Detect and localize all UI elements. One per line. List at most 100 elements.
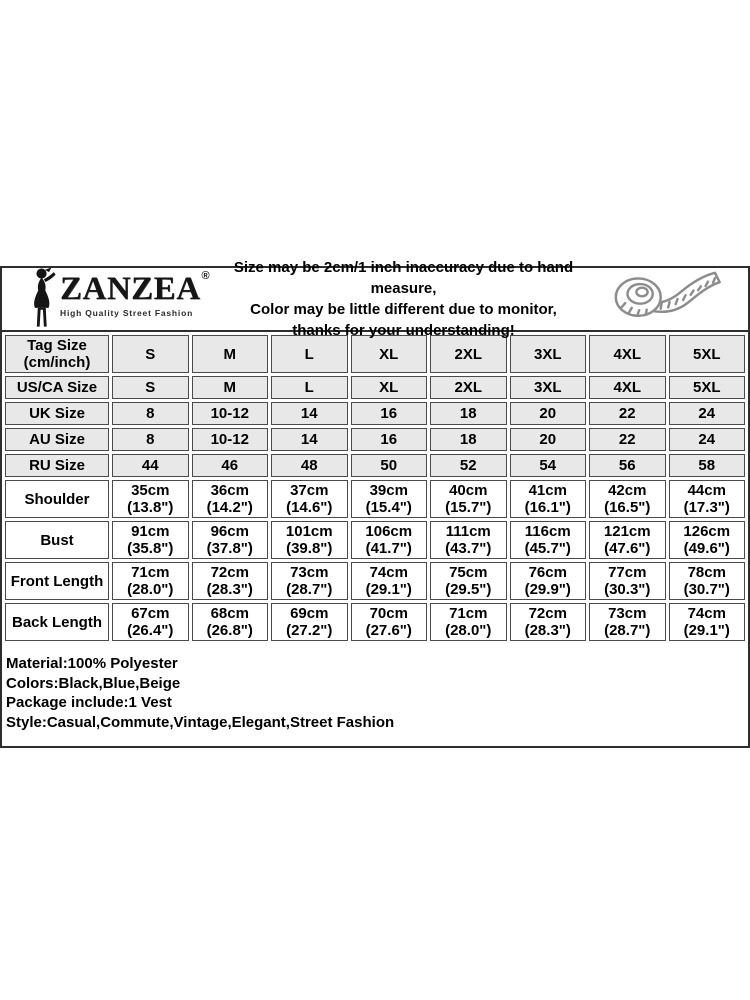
product-notes: Material:100% Polyester Colors:Black,Blu… <box>2 644 748 746</box>
note-material: Material:100% Polyester <box>6 655 178 672</box>
measure-cell: 70cm (27.6") <box>350 603 427 641</box>
measure-cell: 35cm (13.8") <box>112 480 189 518</box>
brand-wordmark: ZANZEA ® High Quality Street Fashion <box>60 270 210 318</box>
measure-cell: 68cm (26.8") <box>191 603 268 641</box>
row-label: US/CA Size <box>5 376 109 399</box>
size-cell: 3XL <box>509 376 586 399</box>
note-colors: Colors:Black,Blue,Beige <box>6 674 181 692</box>
size-cell: S <box>112 376 189 399</box>
size-cell: 18 <box>430 428 507 451</box>
size-cell: 48 <box>271 454 348 477</box>
table-row-front-length: Front Length 71cm (28.0") 72cm (28.3") 7… <box>5 562 745 600</box>
size-cell: 8 <box>112 402 189 425</box>
measure-cell: 74cm (29.1") <box>668 603 745 641</box>
row-label: Bust <box>5 521 109 559</box>
measure-cell: 74cm (29.1") <box>350 562 427 600</box>
row-label: AU Size <box>5 428 109 451</box>
size-cell: 52 <box>430 454 507 477</box>
row-label: Shoulder <box>5 480 109 518</box>
row-label: Front Length <box>5 562 109 600</box>
measure-cell: 39cm (15.4") <box>350 480 427 518</box>
size-cell: 46 <box>191 454 268 477</box>
table-row-tag-size: Tag Size (cm/inch) S M L XL 2XL 3XL 4XL … <box>5 335 745 373</box>
row-label: UK Size <box>5 402 109 425</box>
size-cell: 24 <box>668 428 745 451</box>
measure-cell: 71cm (28.0") <box>112 562 189 600</box>
size-cell: 10-12 <box>191 402 268 425</box>
size-cell: 14 <box>271 402 348 425</box>
size-cell: 16 <box>350 402 427 425</box>
tape-measure-icon <box>600 270 748 328</box>
size-cell: 5XL <box>668 376 745 399</box>
size-cell: S <box>112 335 189 373</box>
size-cell: 20 <box>509 428 586 451</box>
row-label: Back Length <box>5 603 109 641</box>
note-style: Style:Casual,Commute,Vintage,Elegant,Str… <box>6 713 395 731</box>
size-cell: XL <box>350 335 427 373</box>
measure-cell: 106cm (41.7") <box>350 521 427 559</box>
table-row-usca-size: US/CA Size S M L XL 2XL 3XL 4XL 5XL <box>5 376 745 399</box>
measure-cell: 101cm (39.8") <box>271 521 348 559</box>
size-table: Tag Size (cm/inch) S M L XL 2XL 3XL 4XL … <box>2 332 748 644</box>
table-row-au-size: AU Size 8 10-12 14 16 18 20 22 24 <box>5 428 745 451</box>
measure-cell: 96cm (37.8") <box>191 521 268 559</box>
size-cell: L <box>271 376 348 399</box>
measure-cell: 40cm (15.7") <box>430 480 507 518</box>
size-cell: M <box>191 376 268 399</box>
table-row-bust: Bust 91cm (35.8") 96cm (37.8") 101cm (39… <box>5 521 745 559</box>
measure-cell: 126cm (49.6") <box>668 521 745 559</box>
size-cell: 44 <box>112 454 189 477</box>
fashion-figure-icon <box>26 266 58 334</box>
measure-cell: 111cm (43.7") <box>430 521 507 559</box>
measure-cell: 76cm (29.9") <box>509 562 586 600</box>
measure-cell: 69cm (27.2") <box>271 603 348 641</box>
size-cell: 14 <box>271 428 348 451</box>
disclaimer-line: Size may be 2cm/1 inch inaccuracy due to… <box>233 259 574 297</box>
table-row-back-length: Back Length 67cm (26.4") 68cm (26.8") 69… <box>5 603 745 641</box>
measure-cell: 121cm (47.6") <box>589 521 666 559</box>
size-cell: 3XL <box>509 335 586 373</box>
measure-cell: 37cm (14.6") <box>271 480 348 518</box>
brand-tagline: High Quality Street Fashion <box>60 307 194 318</box>
measure-cell: 42cm (16.5") <box>589 480 666 518</box>
size-cell: 50 <box>350 454 427 477</box>
size-cell: 4XL <box>589 335 666 373</box>
brand-logo: ZANZEA ® High Quality Street Fashion <box>2 265 210 334</box>
size-cell: 16 <box>350 428 427 451</box>
measure-cell: 72cm (28.3") <box>191 562 268 600</box>
measure-disclaimer: Size may be 2cm/1 inch inaccuracy due to… <box>207 257 600 341</box>
size-cell: 24 <box>668 402 745 425</box>
size-cell: 4XL <box>589 376 666 399</box>
disclaimer-line: thanks for your understanding! <box>292 322 515 339</box>
size-cell: 56 <box>589 454 666 477</box>
size-cell: 18 <box>430 402 507 425</box>
size-cell: L <box>271 335 348 373</box>
size-cell: XL <box>350 376 427 399</box>
size-cell: 20 <box>509 402 586 425</box>
size-cell: 10-12 <box>191 428 268 451</box>
measure-cell: 73cm (28.7") <box>271 562 348 600</box>
brand-name: ZANZEA <box>60 270 201 307</box>
measure-cell: 67cm (26.4") <box>112 603 189 641</box>
measure-cell: 72cm (28.3") <box>509 603 586 641</box>
measure-cell: 41cm (16.1") <box>509 480 586 518</box>
table-row-uk-size: UK Size 8 10-12 14 16 18 20 22 24 <box>5 402 745 425</box>
size-cell: 8 <box>112 428 189 451</box>
table-row-shoulder: Shoulder 35cm (13.8") 36cm (14.2") 37cm … <box>5 480 745 518</box>
row-label: Tag Size (cm/inch) <box>5 335 109 373</box>
size-cell: 2XL <box>430 376 507 399</box>
size-cell: 5XL <box>668 335 745 373</box>
measure-cell: 77cm (30.3") <box>589 562 666 600</box>
size-cell: 22 <box>589 428 666 451</box>
measure-cell: 78cm (30.7") <box>668 562 745 600</box>
table-row-ru-size: RU Size 44 46 48 50 52 54 56 58 <box>5 454 745 477</box>
measure-cell: 36cm (14.2") <box>191 480 268 518</box>
measure-cell: 44cm (17.3") <box>668 480 745 518</box>
measure-cell: 71cm (28.0") <box>430 603 507 641</box>
chart-frame: ZANZEA ® High Quality Street Fashion Siz… <box>0 259 750 748</box>
row-label: RU Size <box>5 454 109 477</box>
measure-cell: 75cm (29.5") <box>430 562 507 600</box>
measure-cell: 116cm (45.7") <box>509 521 586 559</box>
size-cell: 2XL <box>430 335 507 373</box>
